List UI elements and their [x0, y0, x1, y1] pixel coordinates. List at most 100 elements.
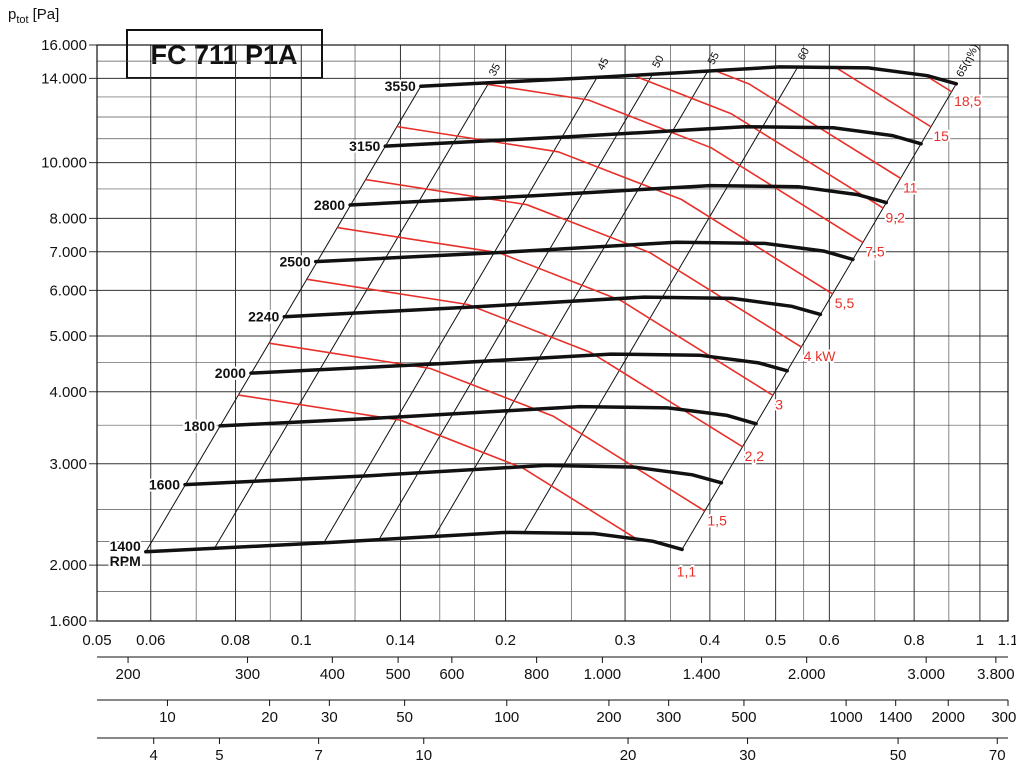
secondary-tick-label: 1000 [829, 709, 862, 726]
efficiency-label: 50 [650, 54, 666, 70]
power-curve [464, 66, 902, 180]
secondary-tick-label: 400 [320, 666, 345, 683]
secondary-tick-label: 1.400 [683, 666, 721, 683]
secondary-tick-label: 200 [116, 666, 141, 683]
x-tick-label: 1.1 [998, 632, 1016, 649]
rpm-curve [313, 240, 855, 264]
rpm-unit: RPM [110, 553, 141, 569]
efficiency-line [681, 83, 957, 550]
rpm-label: 1600 [149, 477, 180, 493]
y-label-symbol: p [8, 6, 16, 23]
secondary-tick-label: 100 [494, 709, 519, 726]
grid [89, 44, 1009, 622]
power-curve [268, 342, 706, 513]
y-axis-label: ptot [Pa] [8, 6, 59, 26]
secondary-tick-label: 300 [235, 666, 260, 683]
y-tick-label: 3.000 [49, 456, 87, 473]
x-tick-label: 0.5 [765, 632, 786, 649]
power-label: 2,2 [745, 448, 765, 464]
power-label: 15 [933, 128, 949, 144]
y-tick-label: 1.600 [49, 613, 87, 630]
x-tick-label: 0.05 [82, 632, 111, 649]
y-tick-label: 10.000 [41, 155, 87, 172]
secondary-tick-label: 3.800 [977, 666, 1015, 683]
power-curve [396, 125, 834, 295]
y-label-subscript: tot [16, 14, 28, 26]
efficiency-line [323, 76, 598, 543]
rpm-curve [383, 124, 923, 148]
rpm-label: 1400 [110, 538, 141, 554]
secondary-tick-label: 200 [596, 709, 621, 726]
power-label: 1,5 [707, 512, 727, 528]
y-tick-label: 5.000 [49, 328, 87, 345]
rpm-curve [282, 295, 823, 319]
secondary-tick-label: 10 [159, 709, 176, 726]
secondary-tick-label: 70 [989, 747, 1006, 764]
rpm-label: 2800 [314, 197, 345, 213]
rpm-curve [183, 463, 724, 487]
secondary-tick-label: 30 [739, 747, 756, 764]
y-tick-label: 6.000 [49, 282, 87, 299]
efficiency-line [214, 82, 490, 549]
power-label: 9,2 [886, 209, 906, 225]
power-curve [446, 66, 884, 209]
y-tick-label: 14.000 [41, 70, 87, 87]
efficiency-label: 35 [487, 62, 503, 78]
power-label: 4 kW [804, 348, 837, 364]
secondary-tick-label: 4 [150, 747, 158, 764]
x-tick-label: 0.14 [386, 632, 415, 649]
rpm-label: 2000 [215, 365, 246, 381]
efficiency-line [523, 66, 799, 533]
secondary-tick-label: 10 [415, 747, 432, 764]
rpm-curve [249, 352, 789, 375]
efficiency-line [145, 85, 422, 553]
secondary-tick-label: 2.000 [788, 666, 826, 683]
secondary-tick-label: 500 [386, 666, 411, 683]
secondary-tick-label: 20 [261, 709, 278, 726]
efficiency-line [378, 74, 653, 541]
power-curve [337, 226, 774, 397]
power-label: 5,5 [835, 295, 855, 311]
power-curve [364, 178, 803, 348]
power-curve [426, 74, 864, 244]
x-tick-label: 0.06 [136, 632, 165, 649]
power-label: 3 [775, 397, 783, 413]
secondary-tick-label: 600 [439, 666, 464, 683]
x-tick-label: 0.08 [221, 632, 250, 649]
secondary-tick-label: 3000 [991, 709, 1016, 726]
rpm-curve [419, 65, 959, 88]
x-tick-label: 0.4 [699, 632, 720, 649]
y-tick-label: 2.000 [49, 557, 87, 574]
rpm-label: 2240 [248, 309, 279, 325]
efficiency-line [433, 71, 709, 538]
power-label: 7,5 [865, 244, 885, 260]
y-tick-label: 8.000 [49, 210, 87, 227]
secondary-tick-label: 7 [314, 747, 322, 764]
efficiency-label: 60 [796, 46, 812, 62]
secondary-tick-label: 1.000 [584, 666, 622, 683]
rpm-curve [348, 183, 889, 207]
rpm-label: 2500 [280, 254, 311, 270]
secondary-tick-label: 300 [656, 709, 681, 726]
power-label: 1,1 [677, 564, 697, 580]
rpm-label: 3150 [349, 138, 380, 154]
rpm-label: 1800 [184, 418, 215, 434]
secondary-tick-label: 800 [524, 666, 549, 683]
x-tick-label: 0.8 [904, 632, 925, 649]
power-label: 11 [903, 180, 918, 196]
power-curve [494, 66, 932, 128]
secondary-tick-label: 500 [731, 709, 756, 726]
secondary-tick-label: 20 [620, 747, 637, 764]
x-tick-label: 0.2 [495, 632, 516, 649]
efficiency-label: 45 [595, 56, 611, 72]
rpm-label: 3550 [385, 78, 416, 94]
y-tick-label: 16.000 [41, 37, 87, 54]
power-curve [306, 278, 744, 448]
secondary-tick-label: 50 [396, 709, 413, 726]
x-tick-label: 0.1 [291, 632, 312, 649]
secondary-tick-label: 50 [890, 747, 907, 764]
secondary-tick-label: 1400 [879, 709, 912, 726]
rpm-curve [218, 404, 758, 428]
